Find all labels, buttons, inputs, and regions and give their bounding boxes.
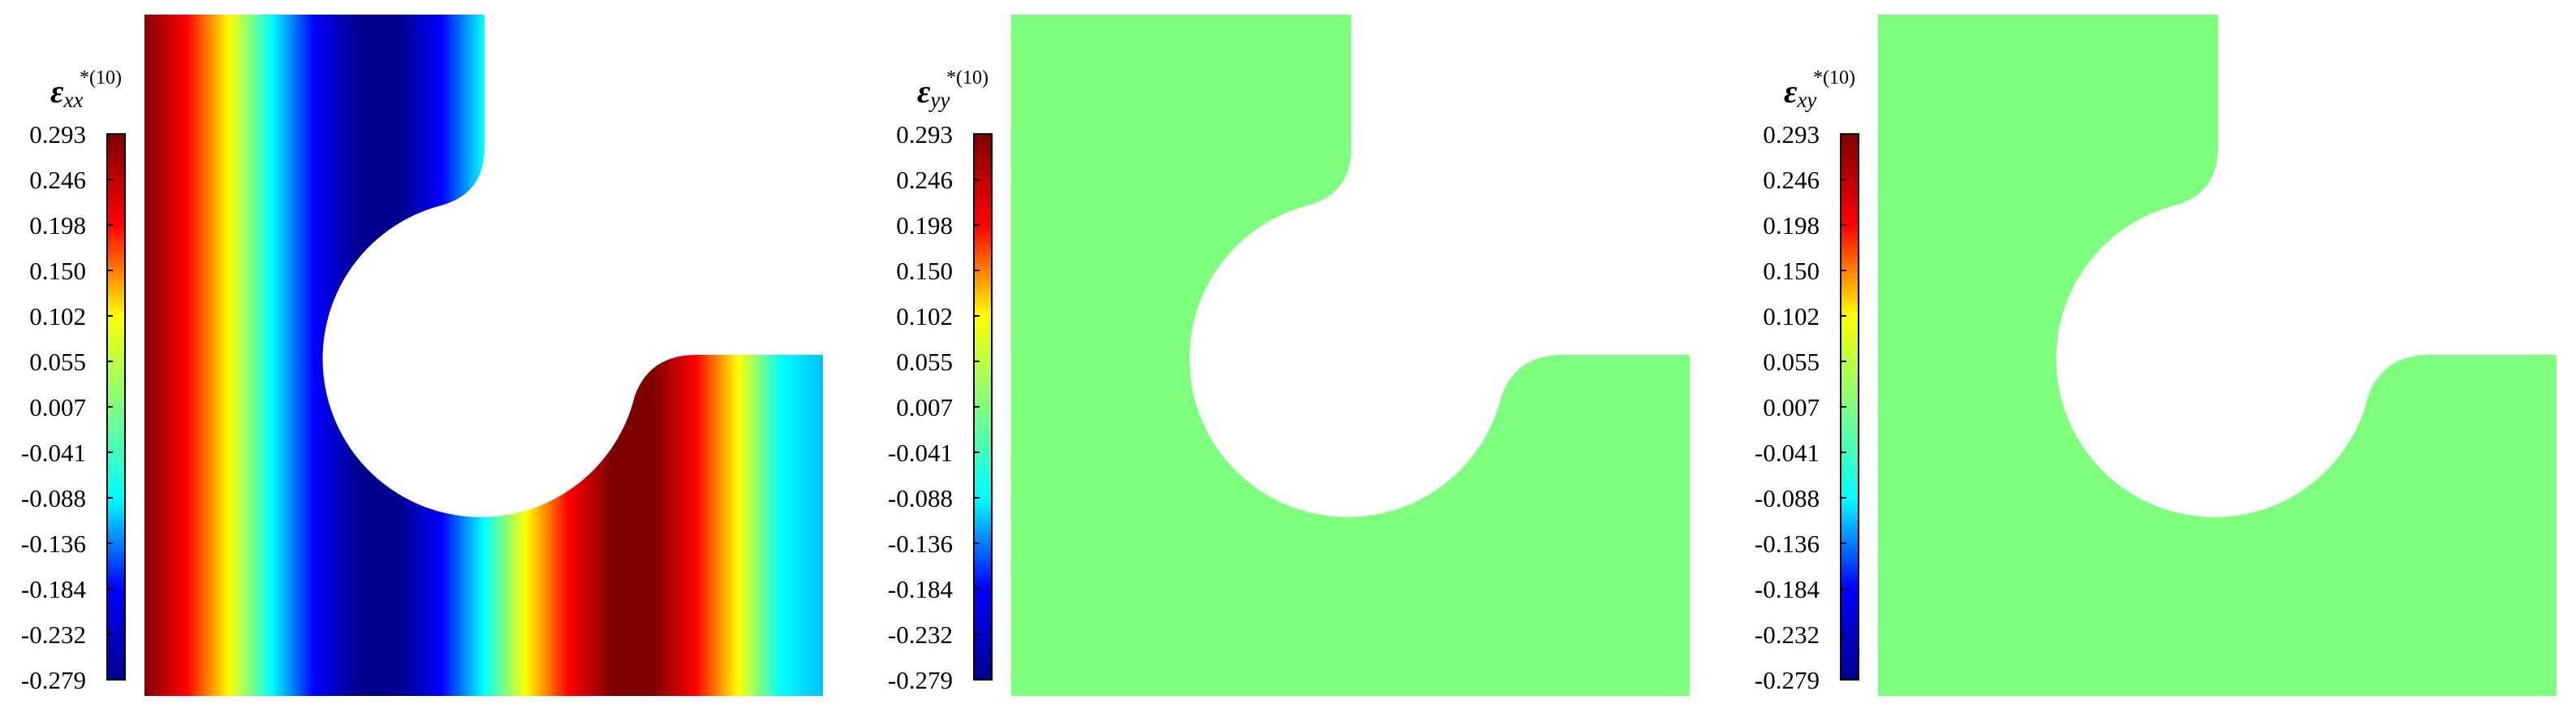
colorbar-tick-label: -0.136 [888, 529, 953, 558]
panel-eyy: εyy*(10) 0.293 0.246 0.198 0.150 0.102 0.055 0.… [888, 15, 1690, 696]
colorbar-tick-label: 0.055 [896, 348, 953, 376]
specimen-domain [144, 15, 823, 696]
colorbar-tick-label: -0.088 [21, 484, 86, 512]
colorbar-tick-label: 0.055 [29, 348, 86, 376]
colorbar-tick-label: -0.232 [888, 620, 953, 649]
colorbar-tick-label: -0.279 [1755, 666, 1820, 694]
colorbar-tick-label: -0.041 [1755, 439, 1820, 467]
colorbar-tick-label: 0.293 [1763, 120, 1820, 149]
colorbar-tick-label: -0.184 [888, 575, 954, 603]
colorbar-tick-label: 0.102 [29, 302, 86, 331]
colorbar-tick-label: -0.184 [1755, 575, 1820, 603]
colorbar-tick-label: -0.041 [21, 439, 86, 467]
colorbar-tick-label: -0.088 [1755, 484, 1820, 512]
panel-exy: εxy*(10) 0.293 0.246 0.198 0.150 0.102 0.055 0.… [1755, 15, 2557, 696]
colorbar-tick-label: 0.293 [29, 120, 86, 149]
colorbar-tick-label: 0.150 [896, 257, 953, 285]
colorbar-tick-label: 0.102 [896, 302, 953, 331]
colorbar-tick-label: 0.007 [29, 393, 86, 421]
colorbar-tick-label: 0.007 [1763, 393, 1820, 421]
colorbar-tick-label: -0.136 [21, 529, 86, 558]
colorbar-tick-label: 0.102 [1763, 302, 1820, 331]
panel-exx: εxx*(10) 0.293 0.246 0.198 0.150 0.102 0.055 0.… [21, 15, 823, 696]
colorbar-tick-label: 0.150 [1763, 257, 1820, 285]
colorbar-tick-label: 0.198 [896, 211, 953, 240]
colorbar-tick-label: -0.184 [21, 575, 87, 603]
colorbar-title: εxx*(10) [50, 67, 122, 112]
colorbar-title: εxy*(10) [1784, 67, 1855, 112]
colorbar-tick-label: -0.279 [888, 666, 953, 694]
specimen-domain [1011, 15, 1690, 696]
colorbar-tick-label: 0.150 [29, 257, 86, 285]
colorbar-tick-label: 0.293 [896, 120, 953, 149]
colorbar-tick-label: 0.198 [29, 211, 86, 240]
colorbar-tick-label: -0.279 [21, 666, 86, 694]
specimen-domain [1878, 15, 2557, 696]
colorbar-tick-label: 0.007 [896, 393, 953, 421]
colorbar-tick-label: 0.055 [1763, 348, 1820, 376]
panels-layer: εxx*(10) 0.293 0.246 0.198 0.150 0.102 0.055 0.… [21, 15, 2557, 696]
colorbar-title: εyy*(10) [917, 67, 989, 112]
colorbar-tick-label: 0.246 [896, 166, 953, 194]
colorbar-tick-label: 0.246 [29, 166, 86, 194]
colorbar-tick-label: -0.088 [888, 484, 953, 512]
colorbar-tick-label: -0.041 [888, 439, 953, 467]
colorbar-tick-label: -0.136 [1755, 529, 1820, 558]
colorbar-tick-label: -0.232 [1755, 620, 1820, 649]
colorbar-tick-label: -0.232 [21, 620, 86, 649]
colorbar-tick-label: 0.246 [1763, 166, 1820, 194]
colorbar-tick-label: 0.198 [1763, 211, 1820, 240]
